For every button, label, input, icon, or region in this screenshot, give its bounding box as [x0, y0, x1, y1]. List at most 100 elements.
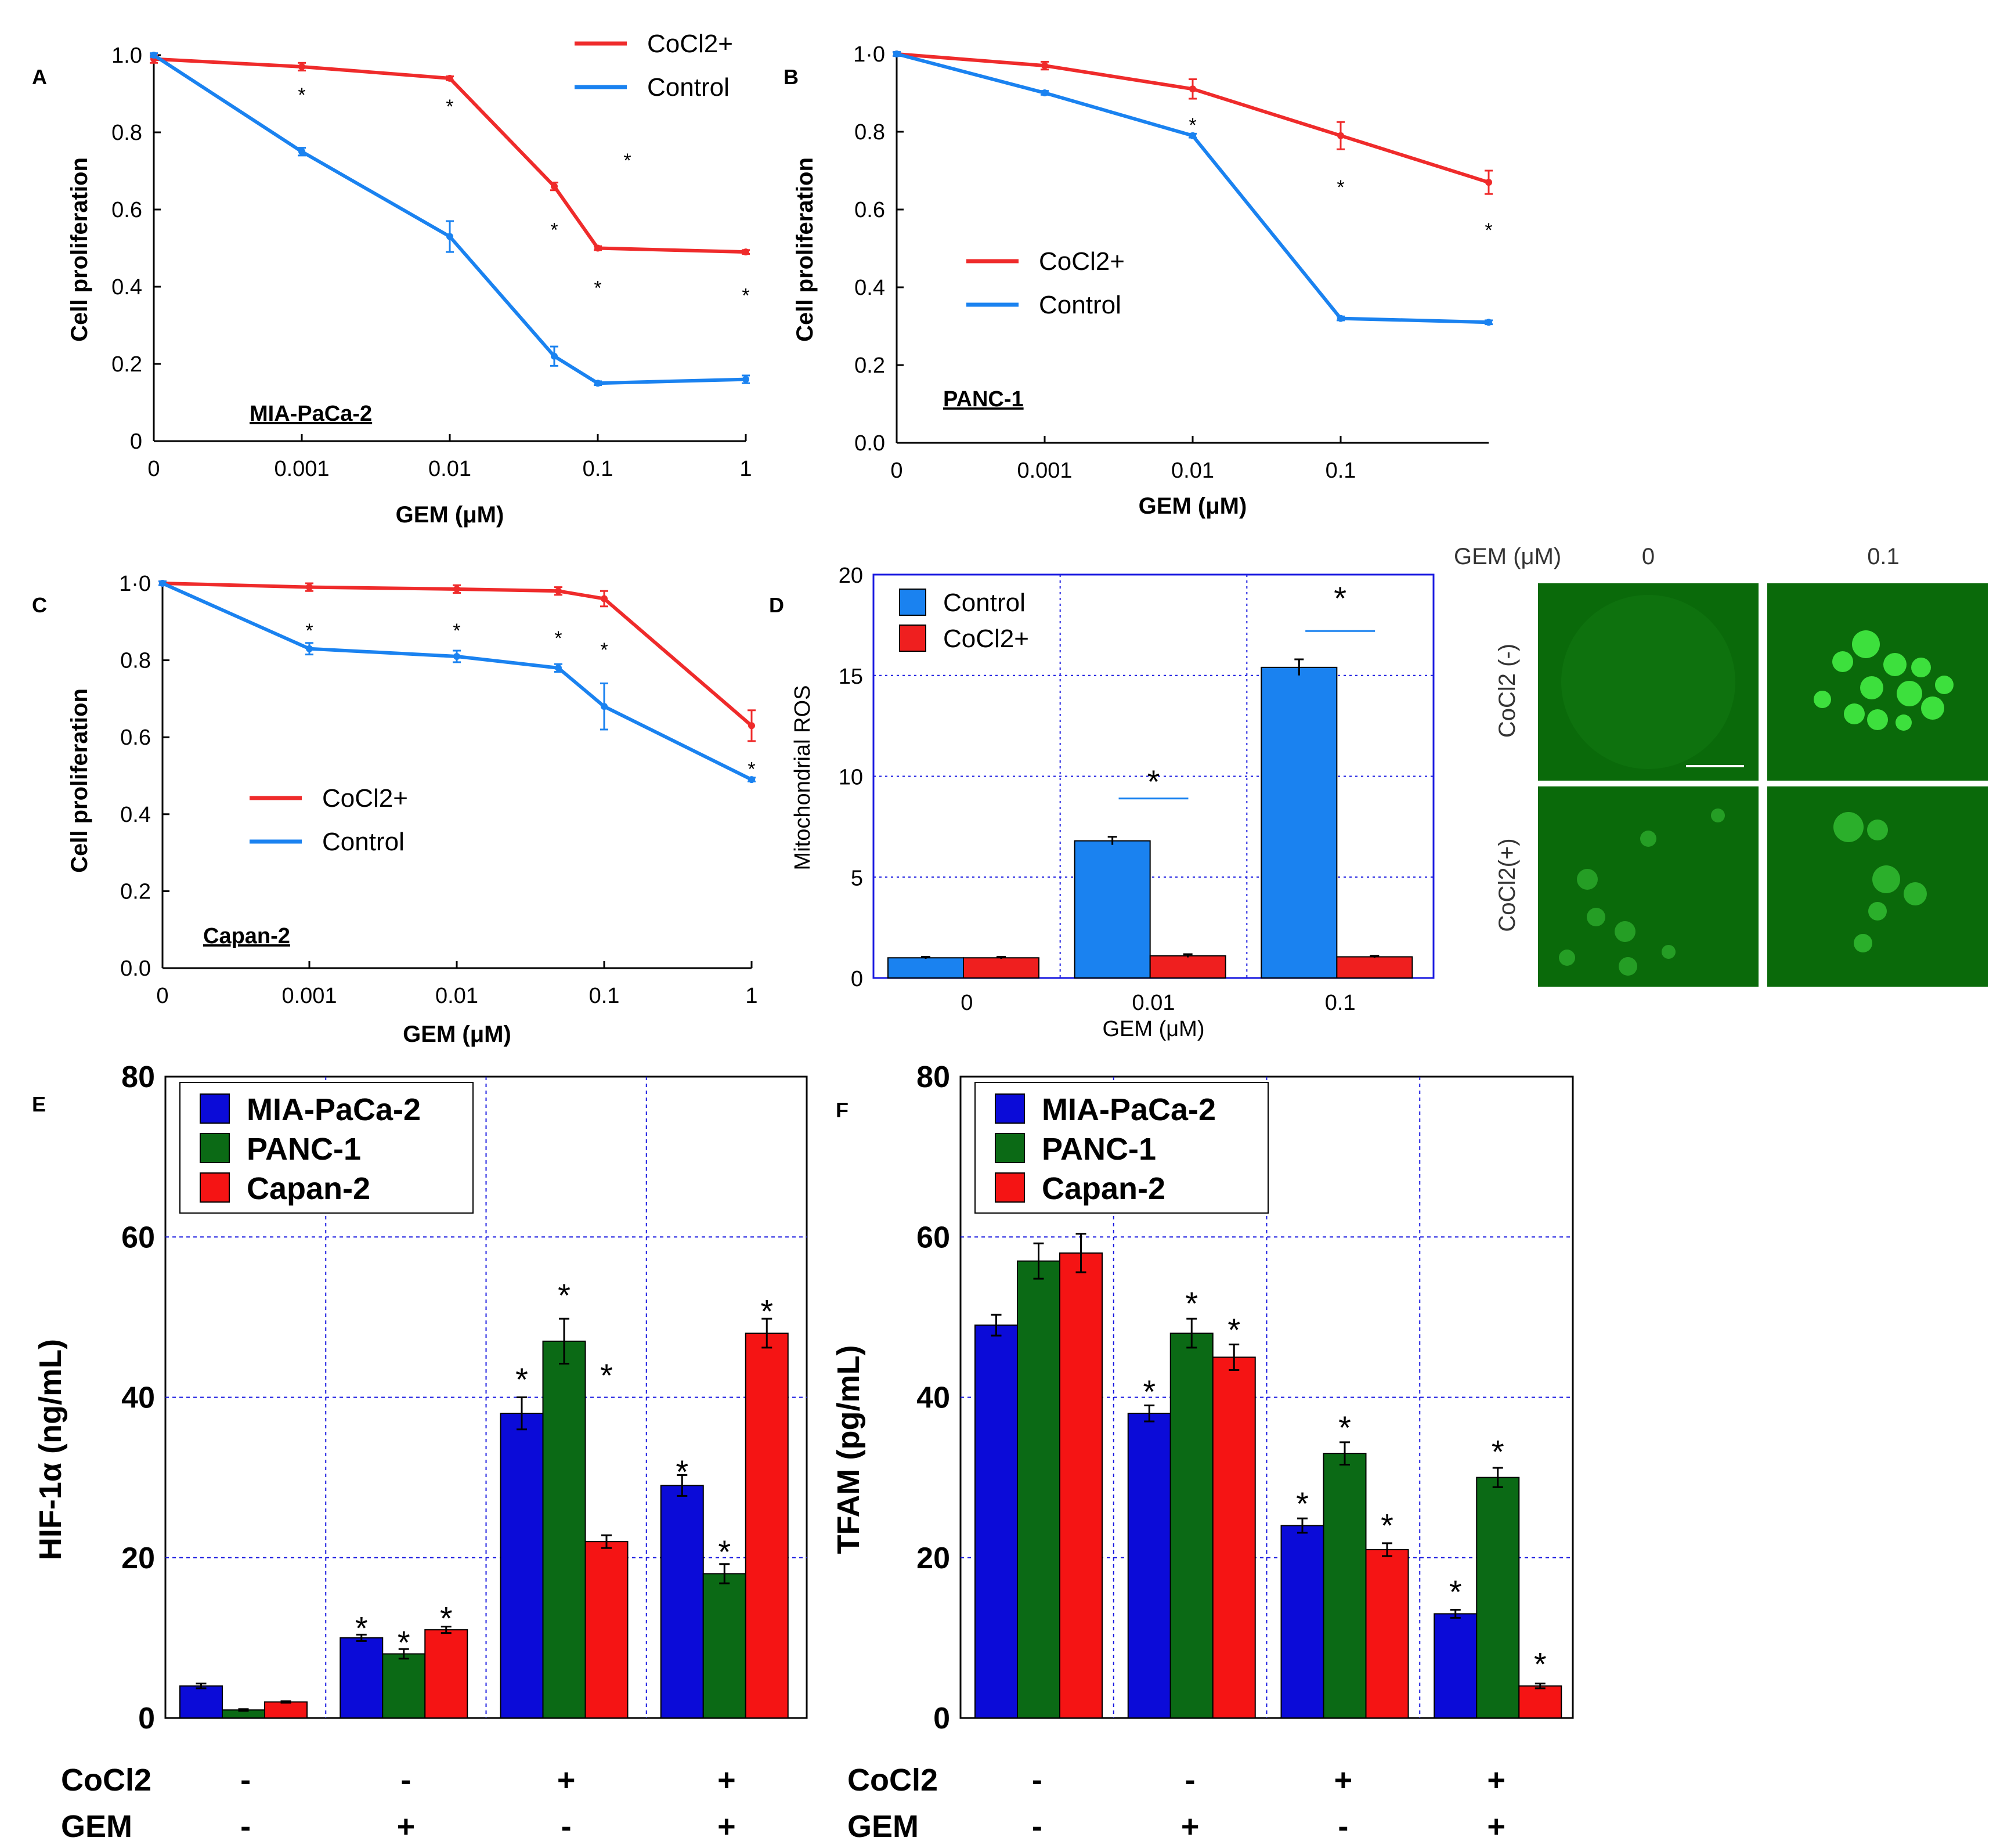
x-tick-label: 0 [156, 984, 168, 1008]
significance-star: * [1227, 1311, 1240, 1348]
data-point [1041, 89, 1048, 96]
data-point [453, 652, 460, 660]
significance-star: * [1485, 219, 1492, 241]
x-tick-label: 0.01 [1171, 459, 1214, 483]
legend-label: Control [647, 73, 730, 102]
condition-value: + [1334, 1763, 1353, 1798]
y-tick-label: 0.8 [120, 649, 151, 673]
legend-swatch [899, 625, 926, 652]
row-label: CoCl2 (-) [1494, 644, 1520, 738]
x-tick-label: 0 [961, 991, 973, 1015]
significance-star: * [1189, 114, 1196, 136]
significance-star: * [298, 84, 305, 106]
fluorescent-cell [1559, 950, 1575, 966]
x-tick-label: 0.1 [583, 457, 613, 481]
column-label: 0.1 [1867, 544, 1900, 569]
data-point [1337, 132, 1344, 139]
legend-label: PANC-1 [1042, 1132, 1156, 1167]
fluorescent-cell [1814, 691, 1831, 708]
x-axis-label: GEM (μM) [1139, 493, 1247, 519]
data-point [601, 703, 608, 710]
background-glow [1561, 595, 1735, 769]
bar-Capan-2 [1365, 1549, 1409, 1719]
data-point [1041, 62, 1048, 70]
legend-label: Control [322, 828, 405, 856]
fluorescent-cell [1854, 934, 1872, 952]
y-tick-label: 5 [851, 866, 863, 890]
fluorescent-cell [1868, 902, 1887, 921]
legend-label: MIA-PaCa-2 [1042, 1092, 1216, 1127]
condition-value: - [1032, 1763, 1042, 1798]
y-tick-label: 20 [121, 1542, 155, 1575]
x-tick-label: 1 [745, 984, 757, 1008]
legend: CoCl2+ Control [575, 30, 733, 102]
fluorescent-cell [1896, 714, 1912, 731]
significance-star: * [1143, 1373, 1156, 1410]
x-tick-label: 0.001 [1017, 459, 1072, 483]
fluorescent-cell [1867, 820, 1888, 840]
bar-CoCl2+ [963, 957, 1039, 979]
bar-MIA-PaCa-2 [1280, 1525, 1324, 1719]
panel-F: F 0 20 40 60 80 TFAM (pg/mL) * * * * * * * * * MIA-PaCa-… [831, 1060, 1574, 1844]
significance-star: * [554, 627, 562, 649]
significance-star: * [748, 759, 755, 781]
series-line-CoCl2+ [162, 582, 753, 727]
legend-label: PANC-1 [247, 1132, 361, 1167]
cell-line-title: MIA-PaCa-2 [250, 402, 372, 426]
y-tick-label: 10 [839, 766, 863, 790]
x-axis-label: GEM (μM) [403, 1022, 511, 1047]
x-tick-label: 0.01 [1132, 991, 1175, 1015]
fluorescent-cell [1615, 921, 1635, 942]
fluorescent-cell [1911, 658, 1931, 677]
significance-star: * [1492, 1433, 1504, 1470]
y-tick-label: 40 [121, 1381, 155, 1415]
significance-star: * [1338, 1409, 1351, 1446]
cell-line-title: Capan-2 [203, 924, 290, 948]
significance-star: * [1449, 1573, 1462, 1610]
significance-star: * [1185, 1285, 1198, 1322]
legend-swatch [200, 1172, 230, 1203]
y-tick-label: 0.6 [111, 198, 142, 222]
legend-swatch [899, 589, 926, 616]
fluorescent-cell [1872, 865, 1900, 893]
significance-star: * [594, 277, 601, 299]
significance-star: * [600, 1357, 613, 1394]
bar-Capan-2 [264, 1701, 308, 1719]
data-point [893, 50, 900, 57]
condition-label: GEM [61, 1809, 132, 1844]
y-tick-label: 0 [851, 967, 863, 991]
data-point [748, 776, 755, 784]
y-tick-label: 20 [916, 1542, 950, 1575]
legend-swatch [995, 1093, 1025, 1124]
fluorescent-cell [1935, 676, 1954, 694]
y-tick-label: 80 [916, 1060, 950, 1094]
data-point [150, 52, 157, 59]
y-tick-label: 0.8 [854, 120, 885, 145]
bar-PANC-1 [382, 1653, 426, 1719]
significance-star: * [550, 219, 558, 241]
x-tick-label: 0.01 [428, 457, 471, 481]
fluorescent-cell [1921, 696, 1944, 720]
y-tick-label: 1·0 [853, 42, 885, 67]
significance-star: * [305, 620, 313, 642]
bar-MIA-PaCa-2 [1434, 1613, 1478, 1719]
fluorescent-cell [1587, 908, 1605, 926]
panel-label: C [32, 593, 47, 617]
y-tick-label: 20 [839, 564, 863, 588]
panel-B: B 0.0 0.2 0.4 0.6 0.8 1·0 0 0.001 0.01 0.1 GEM (μM)… [784, 42, 1493, 519]
significance-star: * [760, 1293, 773, 1330]
y-axis-label: TFAM (pg/mL) [831, 1345, 866, 1554]
legend-label: CoCl2+ [1039, 247, 1125, 276]
bar-Capan-2 [584, 1541, 629, 1719]
significance-star: * [1296, 1485, 1309, 1522]
bar-PANC-1 [1323, 1453, 1367, 1719]
legend: CoCl2+ Control [250, 784, 408, 856]
y-tick-label: 0.0 [854, 431, 885, 456]
y-tick-label: 0.4 [120, 803, 151, 827]
fluorescent-cell [1662, 945, 1676, 959]
significance-star: * [1147, 763, 1160, 800]
fluorescent-cell [1832, 651, 1853, 672]
condition-value: - [561, 1809, 572, 1844]
fluorescent-cell [1852, 630, 1880, 658]
panel-label: B [784, 65, 799, 89]
